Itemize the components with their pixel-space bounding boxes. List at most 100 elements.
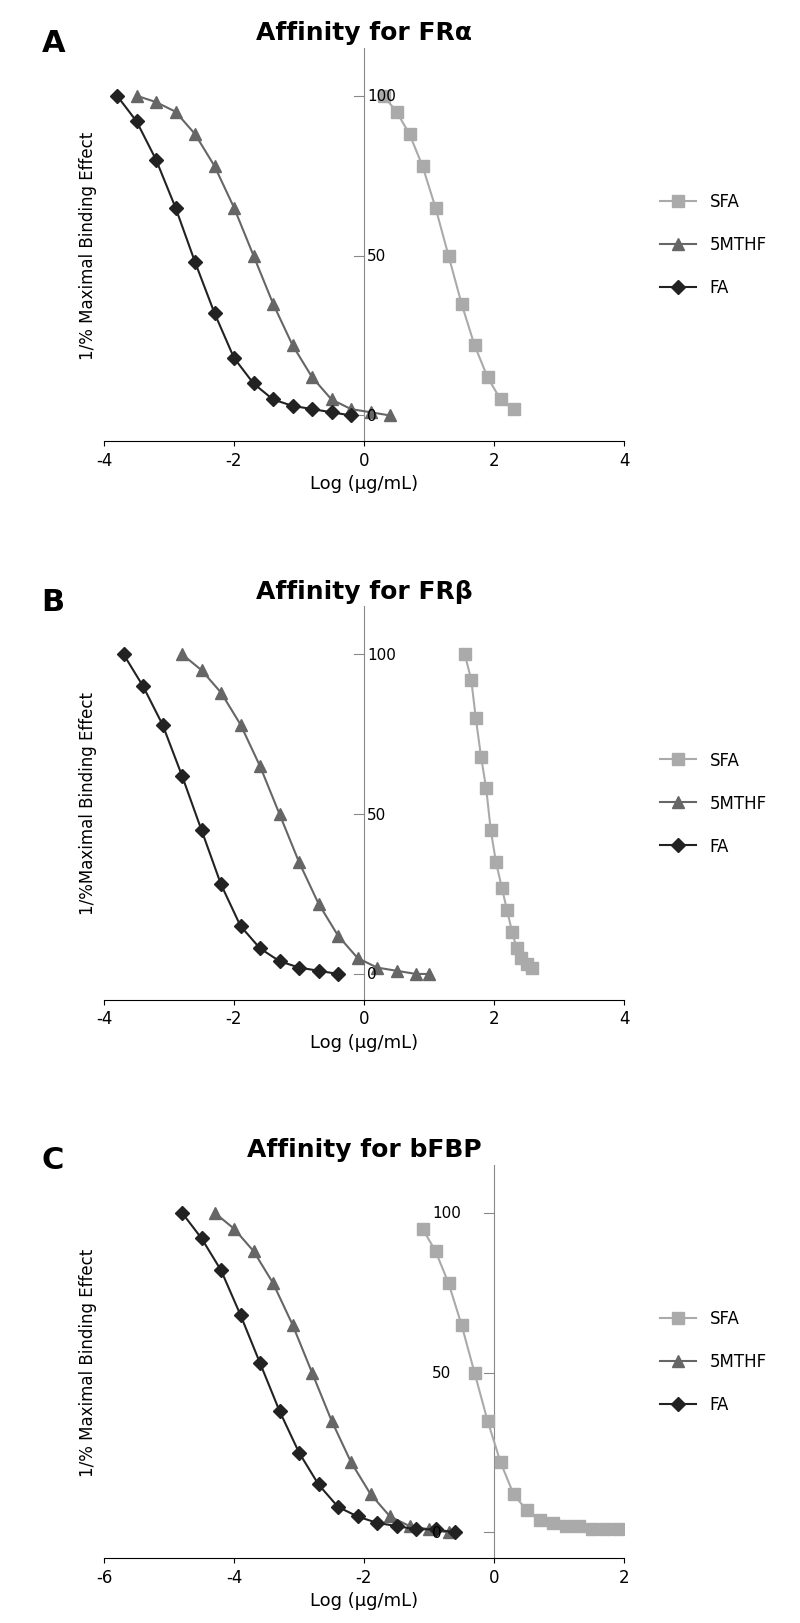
5MTHF — [366, 403, 375, 422]
SFA — [470, 1363, 479, 1383]
SFA — [522, 1500, 531, 1519]
Text: 0: 0 — [432, 1526, 442, 1540]
SFA — [466, 670, 476, 690]
5MTHF — [392, 961, 402, 980]
X-axis label: Log (μg/mL): Log (μg/mL) — [310, 1591, 418, 1610]
5MTHF — [178, 644, 187, 664]
SFA — [471, 709, 481, 729]
5MTHF — [326, 391, 336, 411]
SFA — [482, 368, 492, 388]
FA — [236, 1305, 246, 1324]
FA — [216, 1261, 226, 1281]
SFA — [418, 1219, 427, 1238]
5MTHF — [288, 1315, 298, 1334]
X-axis label: Log (μg/mL): Log (μg/mL) — [310, 476, 418, 493]
SFA — [444, 247, 454, 266]
5MTHF — [268, 295, 278, 315]
Line: 5MTHF: 5MTHF — [208, 1206, 454, 1539]
FA — [178, 766, 187, 786]
FA — [190, 253, 200, 273]
FA — [333, 1496, 342, 1516]
5MTHF — [268, 1274, 278, 1294]
FA — [392, 1516, 402, 1535]
SFA — [512, 940, 522, 959]
FA — [112, 88, 122, 107]
Text: 100: 100 — [367, 89, 396, 104]
Text: 50: 50 — [367, 248, 386, 265]
FA — [294, 1443, 304, 1462]
Y-axis label: 1/% Maximal Binding Effect: 1/% Maximal Binding Effect — [79, 1248, 97, 1475]
SFA — [418, 157, 427, 177]
5MTHF — [216, 683, 226, 703]
SFA — [497, 878, 506, 898]
FA — [288, 398, 298, 417]
Line: FA: FA — [118, 649, 343, 979]
Text: 100: 100 — [367, 648, 396, 662]
FA — [249, 375, 258, 394]
SFA — [470, 336, 479, 355]
FA — [333, 964, 342, 984]
FA — [255, 1354, 265, 1373]
5MTHF — [372, 958, 382, 977]
SFA — [522, 954, 531, 974]
Text: 0: 0 — [367, 967, 377, 982]
5MTHF — [197, 661, 206, 680]
SFA — [392, 102, 402, 122]
SFA — [405, 125, 414, 144]
SFA — [517, 948, 526, 967]
SFA — [491, 852, 501, 872]
5MTHF — [326, 1410, 336, 1430]
SFA — [496, 391, 506, 411]
SFA — [430, 198, 440, 217]
5MTHF — [307, 368, 317, 388]
SFA — [457, 1315, 466, 1334]
5MTHF — [411, 964, 421, 984]
FA — [216, 875, 226, 894]
5MTHF — [151, 93, 161, 112]
FA — [229, 349, 238, 368]
5MTHF — [366, 1485, 375, 1505]
FA — [132, 112, 142, 131]
SFA — [486, 821, 495, 841]
SFA — [613, 1519, 622, 1539]
Text: 50: 50 — [432, 1365, 451, 1380]
FA — [314, 961, 323, 980]
FA — [138, 677, 148, 696]
Legend: SFA, 5MTHF, FA: SFA, 5MTHF, FA — [653, 745, 774, 862]
Line: 5MTHF: 5MTHF — [176, 649, 435, 980]
SFA — [586, 1519, 596, 1539]
5MTHF — [346, 1453, 356, 1472]
5MTHF — [249, 247, 258, 266]
SFA — [482, 1410, 492, 1430]
SFA — [460, 644, 470, 664]
FA — [255, 940, 265, 959]
Line: FA: FA — [112, 93, 356, 420]
FA — [197, 1229, 206, 1248]
FA — [274, 1401, 284, 1420]
SFA — [502, 901, 512, 920]
5MTHF — [288, 336, 298, 355]
Title: Affinity for FRβ: Affinity for FRβ — [256, 579, 472, 604]
FA — [372, 1513, 382, 1532]
SFA — [457, 295, 466, 315]
5MTHF — [386, 1506, 395, 1526]
SFA — [527, 958, 537, 977]
SFA — [548, 1513, 558, 1532]
Legend: SFA, 5MTHF, FA: SFA, 5MTHF, FA — [653, 1303, 774, 1420]
FA — [353, 1506, 362, 1526]
Line: SFA: SFA — [378, 91, 519, 415]
FA — [268, 391, 278, 411]
Line: SFA: SFA — [417, 1224, 623, 1535]
5MTHF — [307, 1363, 317, 1383]
SFA — [430, 1242, 440, 1261]
FA — [346, 406, 356, 425]
5MTHF — [424, 1519, 434, 1539]
Text: C: C — [42, 1146, 64, 1175]
Y-axis label: 1/% Maximal Binding Effect: 1/% Maximal Binding Effect — [79, 131, 97, 359]
5MTHF — [255, 756, 265, 776]
5MTHF — [170, 102, 180, 122]
SFA — [476, 747, 486, 766]
SFA — [482, 779, 491, 799]
FA — [118, 644, 128, 664]
Line: FA: FA — [177, 1208, 460, 1537]
